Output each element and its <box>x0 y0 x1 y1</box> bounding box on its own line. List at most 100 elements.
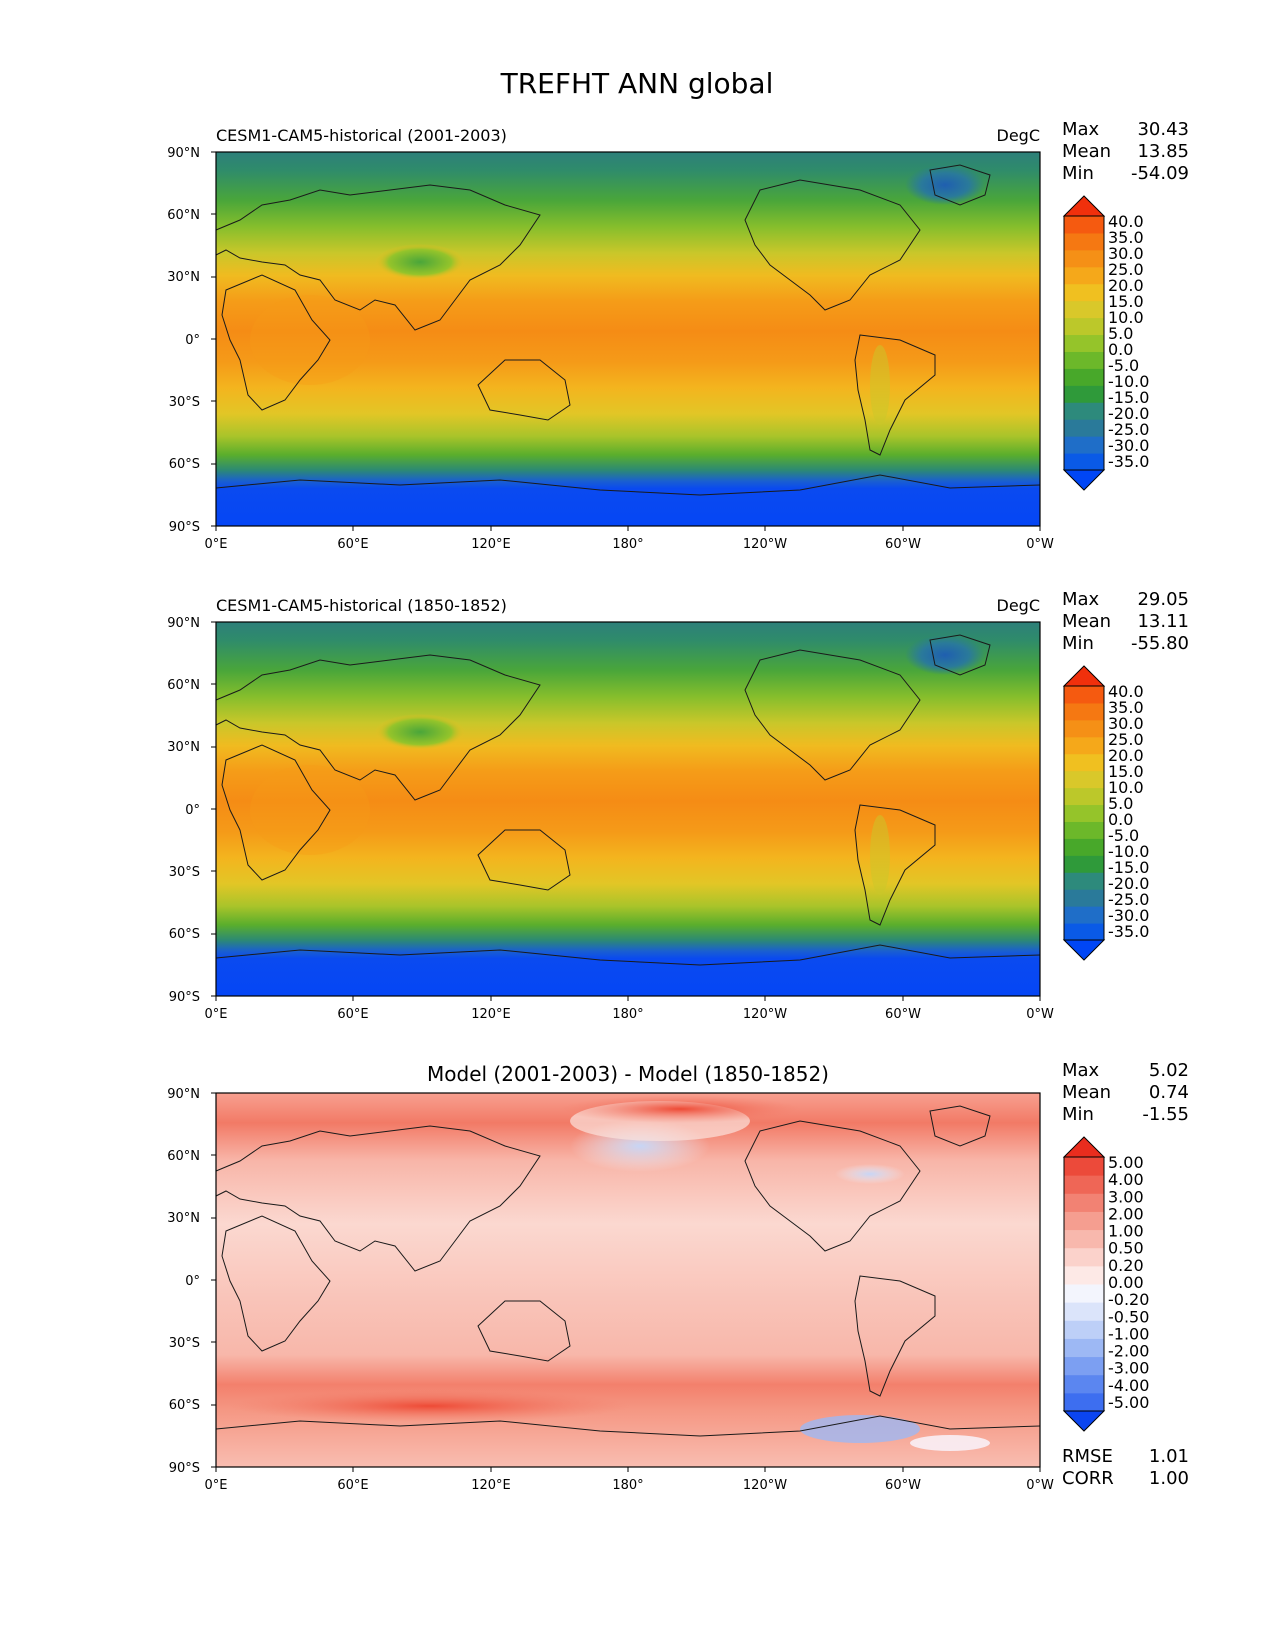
colorbar-segment <box>1064 1229 1104 1249</box>
colorbar-tick-label: -30.0 <box>1108 436 1149 455</box>
colorbar-segment <box>1064 770 1104 789</box>
stat-min-label: Min <box>1062 163 1094 184</box>
colorbar-tick-label: 40.0 <box>1108 212 1144 231</box>
coastline-eurasia <box>215 184 541 331</box>
coastlines <box>215 164 1041 496</box>
panel-diff: Model (2001-2003) - Model (1850-1852) 90… <box>167 1060 1189 1493</box>
colorbar-extend-min <box>1062 939 1106 961</box>
coastline-south-america <box>854 1275 936 1397</box>
colorbar-segment <box>1064 317 1104 336</box>
y-axis: 90°N 60°N 30°N 0° 30°S 60°S 90°S <box>167 1087 216 1476</box>
xtick-label: 180° <box>612 537 643 552</box>
ytick-label: 30°S <box>169 395 200 410</box>
colorbar-tick-label: 5.0 <box>1108 324 1133 343</box>
ytick-label: 30°N <box>167 270 200 285</box>
colorbar-segment <box>1064 1193 1104 1212</box>
stat-max-label: Max <box>1062 119 1100 140</box>
colorbar-tick-label: 10.0 <box>1108 308 1144 327</box>
coastline-antarctica <box>215 474 1041 496</box>
x-axis: 0°E 60°E 120°E 180° 120°W 60°W 0°W <box>205 1467 1054 1493</box>
colorbar-tick-label: -15.0 <box>1108 388 1149 407</box>
stat-mean-value: 13.85 <box>1137 141 1189 162</box>
colorbar-segment <box>1064 436 1104 454</box>
coastline-greenland <box>929 634 991 676</box>
colorbar-tick-label: 25.0 <box>1108 730 1144 749</box>
stat-max-value: 5.02 <box>1149 1060 1189 1081</box>
colorbar-tick-label: 2.00 <box>1108 1204 1144 1223</box>
ytick-label: 60°N <box>167 678 200 693</box>
xtick-label: 120°E <box>471 1007 511 1022</box>
colorbar-segment <box>1064 804 1104 822</box>
colorbar-segment <box>1064 334 1104 352</box>
colorbar-tick-label: -15.0 <box>1108 858 1149 877</box>
colorbar-segment <box>1064 736 1104 755</box>
stat-mean-label: Mean <box>1062 611 1111 632</box>
ytick-label: 60°S <box>169 927 200 942</box>
coastline-africa <box>221 1215 331 1352</box>
colorbar-segment <box>1064 906 1104 924</box>
colorbar-extend-max <box>1062 195 1106 217</box>
colorbar-segment <box>1064 453 1104 471</box>
colorbar-segment <box>1064 1157 1104 1176</box>
coastline-greenland <box>929 1105 991 1147</box>
coastline-africa <box>221 744 331 881</box>
y-axis: 90°N 60°N 30°N 0° 30°S 60°S 90°S <box>167 616 216 1005</box>
colorbar-segment <box>1064 1284 1104 1303</box>
colorbar-tick-label: 10.0 <box>1108 778 1144 797</box>
colorbar-frame <box>1063 685 1105 941</box>
colorbar-tick-label: -5.0 <box>1108 356 1139 375</box>
panel-units: DegC <box>997 596 1041 615</box>
colorbar: 40.035.030.025.020.015.010.05.00.0-5.0-1… <box>1062 665 1149 961</box>
xtick-label: 60°W <box>885 1007 921 1022</box>
stat-max-label: Max <box>1062 1060 1100 1081</box>
panel-title-left: CESM1-CAM5-historical (2001-2003) <box>216 126 507 145</box>
colorbar-segment <box>1064 351 1104 369</box>
colorbar-tick-label: 0.20 <box>1108 1256 1144 1275</box>
colorbar-extend-min <box>1062 1410 1106 1432</box>
stat-min-label: Min <box>1062 1104 1094 1125</box>
xtick-label: 120°E <box>471 537 511 552</box>
colorbar-segment <box>1064 1356 1104 1376</box>
xtick-label: 0°W <box>1026 1478 1054 1493</box>
stats-block: Max 29.05 Mean 13.11 Min -55.80 <box>1062 589 1189 654</box>
colorbar-segment <box>1064 1374 1104 1394</box>
stat-corr-label: CORR <box>1062 1468 1114 1489</box>
stat-max-label: Max <box>1062 589 1100 610</box>
colorbar-tick-label: -25.0 <box>1108 420 1149 439</box>
ytick-label: 30°S <box>169 865 200 880</box>
colorbar-tick-label: -5.00 <box>1108 1393 1149 1412</box>
coastline-north-america <box>744 179 921 311</box>
colorbar-segment <box>1064 923 1104 941</box>
colorbar-tick-label: -20.0 <box>1108 874 1149 893</box>
panel-test: CESM1-CAM5-historical (2001-2003) DegC 9… <box>167 119 1189 552</box>
colorbar-tick-label: 5.0 <box>1108 794 1133 813</box>
ytick-label: 0° <box>185 333 200 348</box>
colorbar-segment <box>1064 1247 1104 1267</box>
stat-corr-value: 1.00 <box>1149 1468 1189 1489</box>
colorbar-tick-label: 25.0 <box>1108 260 1144 279</box>
colorbar-segment <box>1064 1211 1104 1231</box>
stat-mean-label: Mean <box>1062 141 1111 162</box>
colorbar-segment <box>1064 283 1104 302</box>
colorbar-frame <box>1063 1156 1105 1412</box>
coastline-greenland <box>929 164 991 206</box>
colorbar-tick-label: 5.00 <box>1108 1153 1144 1172</box>
xtick-label: 60°W <box>885 537 921 552</box>
coastline-australia <box>477 1300 571 1362</box>
xtick-label: 120°E <box>471 1478 511 1493</box>
map-field <box>216 622 1040 996</box>
colorbar-extend-max <box>1062 665 1106 687</box>
panel-title-left: CESM1-CAM5-historical (1850-1852) <box>216 596 507 615</box>
xtick-label: 0°E <box>205 1478 228 1493</box>
colorbar-tick-label: 30.0 <box>1108 244 1144 263</box>
ytick-label: 90°S <box>169 1461 200 1476</box>
colorbar-tick-label: -25.0 <box>1108 890 1149 909</box>
xtick-label: 0°W <box>1026 537 1054 552</box>
colorbar-tick-label: 35.0 <box>1108 698 1144 717</box>
colorbar-segment <box>1064 232 1104 251</box>
colorbar-segment <box>1064 821 1104 839</box>
colorbar-segment <box>1064 753 1104 772</box>
colorbar-tick-label: 1.00 <box>1108 1222 1144 1241</box>
colorbar-segment <box>1064 1302 1104 1321</box>
coastline-antarctica <box>215 944 1041 966</box>
